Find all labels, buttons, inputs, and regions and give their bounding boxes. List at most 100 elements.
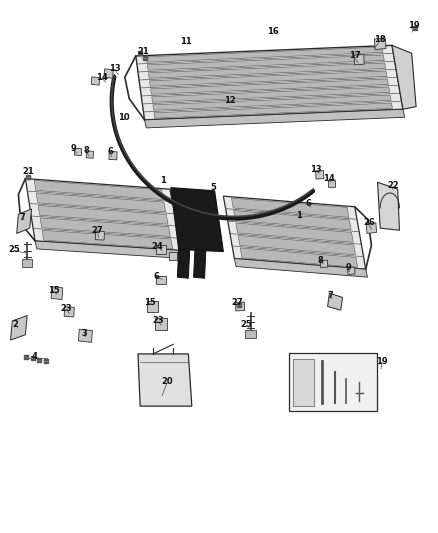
- Polygon shape: [91, 77, 100, 85]
- Text: 8: 8: [84, 146, 90, 155]
- Text: 14: 14: [324, 174, 335, 183]
- Polygon shape: [38, 205, 168, 224]
- Polygon shape: [35, 241, 184, 259]
- Text: 6: 6: [154, 272, 160, 280]
- Polygon shape: [109, 151, 117, 160]
- Polygon shape: [149, 71, 387, 86]
- Polygon shape: [25, 179, 182, 251]
- Polygon shape: [78, 329, 92, 342]
- Polygon shape: [392, 45, 416, 109]
- Text: 21: 21: [23, 167, 34, 176]
- Text: 13: 13: [311, 165, 322, 174]
- Polygon shape: [86, 151, 93, 158]
- Text: 9: 9: [71, 144, 77, 152]
- Polygon shape: [146, 47, 383, 62]
- Polygon shape: [316, 171, 324, 179]
- Text: 9: 9: [345, 263, 351, 272]
- Polygon shape: [51, 287, 63, 300]
- Text: 25: 25: [240, 320, 252, 328]
- Text: 21: 21: [138, 47, 149, 55]
- Text: 26: 26: [363, 219, 374, 227]
- Polygon shape: [236, 302, 244, 311]
- Polygon shape: [366, 223, 377, 233]
- Polygon shape: [36, 193, 166, 212]
- Polygon shape: [236, 223, 353, 243]
- Polygon shape: [321, 260, 328, 268]
- Polygon shape: [374, 38, 386, 50]
- Polygon shape: [155, 318, 167, 330]
- Polygon shape: [136, 45, 403, 120]
- Text: 1: 1: [296, 211, 302, 220]
- Polygon shape: [156, 276, 166, 284]
- Polygon shape: [231, 198, 349, 217]
- Text: 16: 16: [267, 28, 278, 36]
- Text: 12: 12: [224, 96, 236, 104]
- Polygon shape: [348, 267, 355, 274]
- Polygon shape: [151, 79, 389, 94]
- Text: 27: 27: [92, 226, 103, 235]
- Text: 19: 19: [408, 21, 420, 30]
- Text: 25: 25: [8, 245, 20, 254]
- Polygon shape: [154, 103, 392, 118]
- Polygon shape: [240, 248, 357, 267]
- Text: 17: 17: [349, 52, 360, 60]
- Polygon shape: [194, 249, 206, 278]
- Polygon shape: [64, 306, 74, 317]
- Text: 15: 15: [48, 286, 59, 295]
- Text: 19: 19: [376, 357, 388, 366]
- Polygon shape: [328, 293, 343, 310]
- Polygon shape: [138, 354, 192, 406]
- Polygon shape: [328, 180, 336, 188]
- Text: 15: 15: [144, 298, 155, 307]
- Polygon shape: [234, 259, 367, 277]
- Polygon shape: [74, 148, 81, 156]
- Polygon shape: [177, 249, 190, 278]
- Text: 14: 14: [96, 73, 107, 82]
- Polygon shape: [40, 218, 170, 237]
- Polygon shape: [234, 211, 351, 230]
- Polygon shape: [147, 301, 158, 312]
- Text: 20: 20: [162, 377, 173, 385]
- Text: 10: 10: [118, 113, 129, 122]
- Polygon shape: [148, 63, 385, 78]
- FancyBboxPatch shape: [293, 359, 314, 406]
- Text: 7: 7: [19, 213, 25, 222]
- Text: 3: 3: [81, 329, 87, 337]
- Text: 18: 18: [374, 36, 386, 44]
- Text: 8: 8: [318, 256, 324, 264]
- Text: 13: 13: [109, 64, 120, 72]
- Polygon shape: [238, 236, 356, 255]
- Polygon shape: [104, 69, 113, 78]
- FancyBboxPatch shape: [289, 353, 377, 411]
- Polygon shape: [169, 252, 177, 260]
- Text: 27: 27: [232, 298, 243, 307]
- Polygon shape: [145, 109, 405, 128]
- Polygon shape: [378, 182, 399, 230]
- Polygon shape: [95, 231, 104, 240]
- Text: 23: 23: [153, 317, 164, 325]
- Polygon shape: [156, 245, 166, 254]
- Polygon shape: [34, 181, 163, 200]
- Text: 6: 6: [107, 147, 113, 156]
- Polygon shape: [147, 55, 384, 70]
- FancyBboxPatch shape: [22, 259, 32, 266]
- FancyBboxPatch shape: [245, 330, 256, 338]
- Text: 5: 5: [211, 183, 217, 192]
- Text: 22: 22: [388, 181, 399, 190]
- Text: 6: 6: [306, 199, 312, 208]
- Polygon shape: [42, 230, 173, 249]
- Polygon shape: [11, 316, 27, 340]
- Text: 24: 24: [152, 242, 163, 251]
- Polygon shape: [152, 87, 390, 102]
- Text: 1: 1: [160, 176, 166, 184]
- Polygon shape: [171, 188, 223, 252]
- Text: 7: 7: [328, 292, 334, 300]
- Text: 11: 11: [180, 37, 192, 46]
- Text: 4: 4: [31, 352, 37, 360]
- Polygon shape: [223, 196, 366, 269]
- Text: 2: 2: [12, 320, 18, 328]
- Text: 23: 23: [61, 304, 72, 312]
- Polygon shape: [17, 209, 32, 233]
- Polygon shape: [153, 95, 391, 110]
- Polygon shape: [354, 54, 364, 65]
